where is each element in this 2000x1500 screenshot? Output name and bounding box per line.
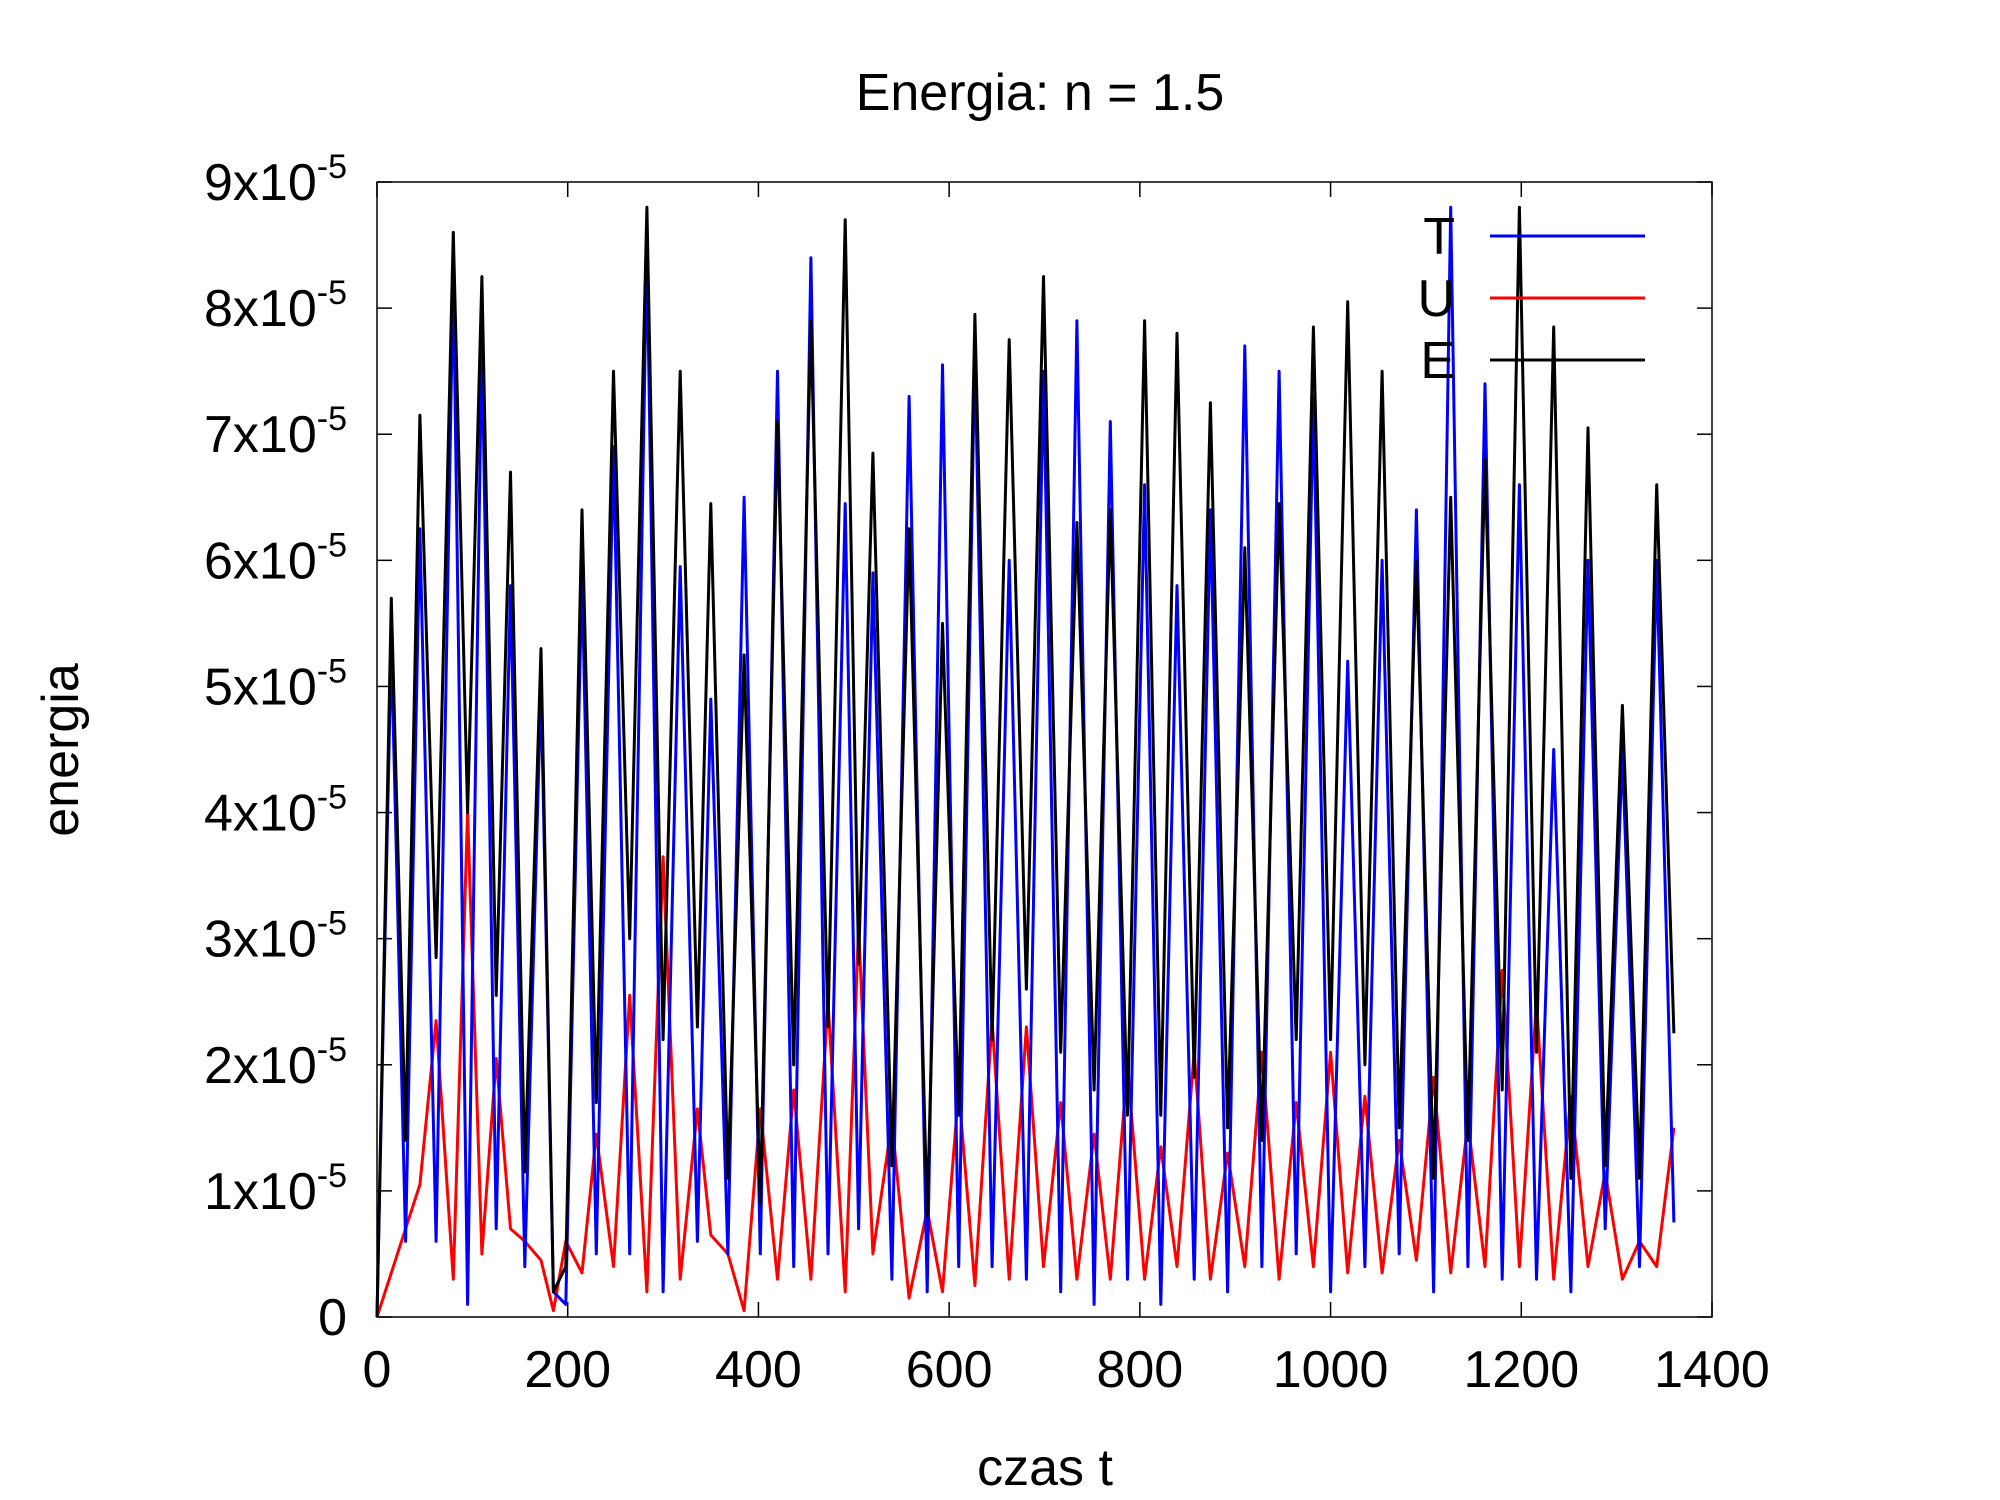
y-tick-label-base: 3x10 <box>204 911 317 969</box>
y-tick-label: 7x10-5 <box>204 400 347 464</box>
y-tick-label-exponent: -5 <box>317 148 347 186</box>
y-tick-label-exponent: -5 <box>317 1157 347 1195</box>
x-tick-label: 0 <box>363 1341 392 1399</box>
y-tick-label-exponent: -5 <box>317 905 347 943</box>
x-tick-label: 1400 <box>1654 1341 1770 1399</box>
x-tick-label: 800 <box>1096 1341 1183 1399</box>
series-lines <box>375 205 1676 1318</box>
plot-frame <box>376 181 1713 1318</box>
series-line-E <box>375 205 1676 1318</box>
y-tick-label: 3x10-5 <box>204 905 347 969</box>
y-tick-label-base: 1x10 <box>204 1163 317 1221</box>
y-tick-label: 0 <box>318 1289 347 1347</box>
series-line-T <box>375 205 1676 1318</box>
y-tick-label-base: 7x10 <box>204 406 317 464</box>
y-tick-label-base: 0 <box>318 1289 347 1347</box>
y-axis-label: energia <box>32 663 90 837</box>
y-axis-tick-labels: 01x10-52x10-53x10-54x10-55x10-56x10-57x1… <box>204 148 347 1347</box>
plot-area <box>376 181 1713 1318</box>
y-tick-label: 5x10-5 <box>204 652 347 716</box>
legend-label-E: E <box>1420 332 1455 390</box>
y-tick-label: 6x10-5 <box>204 526 347 590</box>
legend: TUE <box>1417 208 1645 390</box>
x-tick-label: 200 <box>524 1341 611 1399</box>
y-tick-label-exponent: -5 <box>317 400 347 438</box>
y-tick-label-base: 2x10 <box>204 1037 317 1095</box>
y-tick-label-base: 8x10 <box>204 280 317 338</box>
y-tick-label-exponent: -5 <box>317 779 347 817</box>
x-axis-tick-labels: 0 200 400 600 800 1000 1200 1400 <box>363 1341 1770 1399</box>
y-tick-label-base: 5x10 <box>204 658 317 716</box>
x-axis-label: czas t <box>977 1439 1113 1497</box>
legend-label-T: T <box>1423 208 1455 266</box>
y-tick-label: 9x10-5 <box>204 148 347 212</box>
x-tick-label: 1000 <box>1273 1341 1389 1399</box>
y-tick-label: 1x10-5 <box>204 1157 347 1221</box>
legend-label-U: U <box>1417 270 1455 328</box>
x-tick-label: 1200 <box>1463 1341 1579 1399</box>
y-tick-label-exponent: -5 <box>317 526 347 564</box>
y-tick-label-base: 4x10 <box>204 785 317 843</box>
x-tick-label: 400 <box>715 1341 802 1399</box>
y-tick-label: 2x10-5 <box>204 1031 347 1095</box>
x-tick-label: 600 <box>906 1341 993 1399</box>
y-tick-label-exponent: -5 <box>317 1031 347 1069</box>
y-tick-label: 8x10-5 <box>204 274 347 338</box>
chart-title: Energia: n = 1.5 <box>856 64 1225 122</box>
y-tick-label-exponent: -5 <box>317 274 347 312</box>
y-tick-label-base: 6x10 <box>204 532 317 590</box>
y-tick-label-exponent: -5 <box>317 652 347 690</box>
axis-ticks <box>376 181 1713 1318</box>
y-tick-label-base: 9x10 <box>204 154 317 212</box>
y-tick-label: 4x10-5 <box>204 779 347 843</box>
